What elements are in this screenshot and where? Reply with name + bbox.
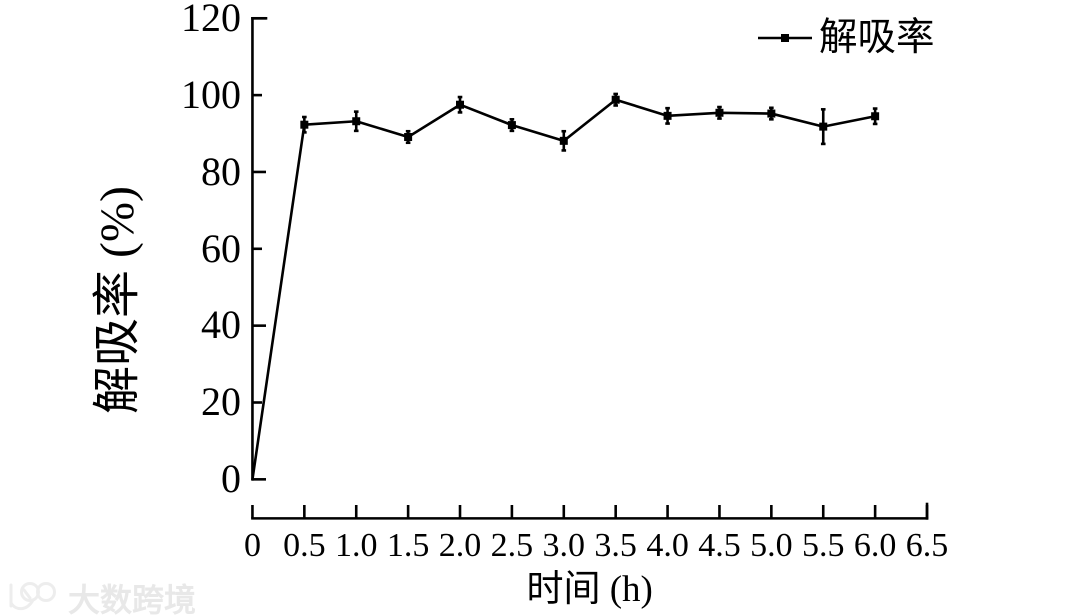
svg-text:1.5: 1.5 <box>387 527 430 564</box>
svg-text:60: 60 <box>201 226 241 271</box>
svg-text:2.5: 2.5 <box>491 527 534 564</box>
svg-text:4.0: 4.0 <box>646 527 689 564</box>
svg-text:时间 (h): 时间 (h) <box>526 569 652 610</box>
svg-text:0: 0 <box>221 456 241 501</box>
svg-text:6.5: 6.5 <box>906 527 949 564</box>
svg-text:120: 120 <box>181 0 241 40</box>
svg-text:2.0: 2.0 <box>439 527 482 564</box>
svg-text:20: 20 <box>201 379 241 424</box>
svg-text:3.5: 3.5 <box>594 527 637 564</box>
svg-text:5.0: 5.0 <box>750 527 793 564</box>
svg-text:0.5: 0.5 <box>283 527 326 564</box>
svg-text:1.0: 1.0 <box>335 527 378 564</box>
svg-text:5.5: 5.5 <box>802 527 845 564</box>
svg-text:40: 40 <box>201 302 241 347</box>
svg-text:4.5: 4.5 <box>698 527 741 564</box>
svg-text:大数跨境: 大数跨境 <box>68 582 196 616</box>
svg-text:100: 100 <box>181 72 241 117</box>
svg-text:解吸率 (%): 解吸率 (%) <box>91 186 144 414</box>
svg-text:0: 0 <box>244 527 261 564</box>
svg-text:80: 80 <box>201 149 241 194</box>
svg-text:3.0: 3.0 <box>543 527 586 564</box>
svg-text:解吸率: 解吸率 <box>819 16 935 59</box>
svg-text:6.0: 6.0 <box>854 527 897 564</box>
